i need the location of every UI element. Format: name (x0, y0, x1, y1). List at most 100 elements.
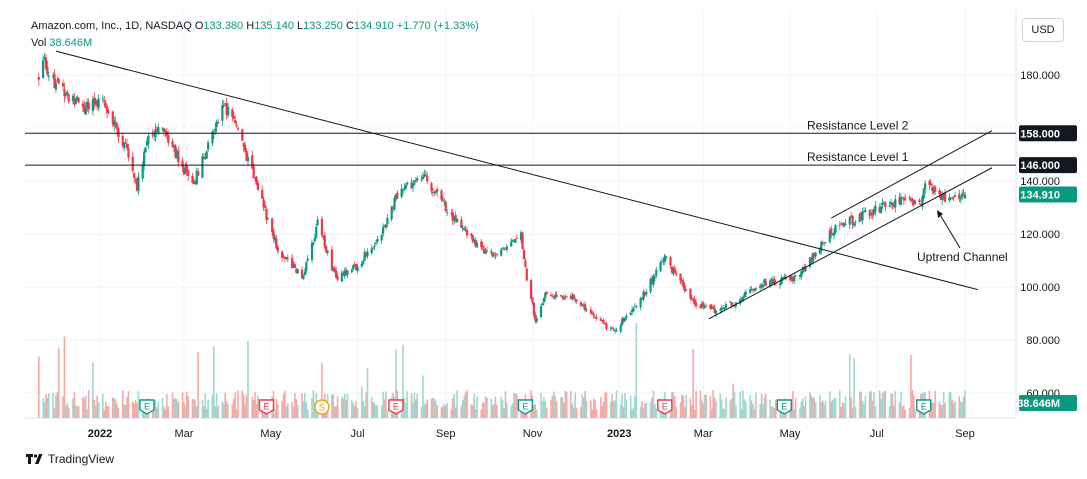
volume-bar (473, 393, 475, 418)
volume-bar (898, 402, 901, 418)
tradingview-brand[interactable]: TradingView (26, 452, 114, 466)
candle-body (57, 78, 60, 84)
volume-bar (177, 402, 180, 418)
candle-body (343, 270, 346, 277)
volume-bar (942, 391, 945, 418)
volume-bar (769, 399, 771, 418)
volume-bar (612, 401, 615, 418)
volume-bar (102, 393, 104, 418)
volume-bar (809, 391, 811, 418)
candle-body (613, 330, 617, 332)
volume-bar (500, 396, 503, 418)
volume-bar (121, 390, 124, 418)
volume-bar (932, 402, 935, 418)
volume-bar (740, 408, 743, 418)
volume-bar (962, 396, 965, 418)
time-axis[interactable]: 2022 Mar May Jul Sep Nov 2023 Mar May Jul Sep (88, 428, 975, 440)
candle-body (167, 135, 170, 143)
volume-bar (880, 398, 882, 418)
volume-bar (802, 398, 804, 418)
volume-bar (874, 406, 877, 418)
candle-body (323, 235, 326, 248)
volume-bar (575, 407, 578, 418)
volume-bar (383, 399, 386, 418)
candle-body (211, 131, 214, 144)
candle-body (271, 218, 274, 232)
volume-bar (861, 400, 864, 418)
candle-body (904, 198, 907, 200)
candle-body (949, 197, 952, 199)
candle-body (919, 204, 922, 205)
candle-body (66, 91, 69, 95)
candle-body (601, 320, 604, 322)
volume-bar (749, 395, 751, 418)
volume-bar (112, 397, 114, 418)
candle-body (181, 160, 184, 168)
volume-bar (75, 404, 77, 418)
candle-body (640, 297, 644, 300)
volume-bar (891, 393, 894, 418)
candle-body (605, 323, 608, 329)
candle-body (41, 60, 45, 79)
candle-body (364, 252, 368, 256)
volume-bar (106, 405, 108, 418)
candle-body (544, 292, 547, 299)
volume-bar (813, 397, 815, 418)
volume-bar (954, 401, 956, 418)
volume-bar (45, 394, 47, 418)
candle-body (879, 206, 883, 213)
candle-body (581, 304, 584, 306)
candle-body (723, 308, 726, 309)
volume-bar (194, 400, 197, 418)
volume-bar (878, 390, 881, 418)
volume-bar (151, 406, 154, 418)
volume-bar (305, 402, 308, 418)
volume-bar (461, 400, 464, 418)
volume-bar (242, 394, 245, 418)
volume-bar (442, 406, 444, 418)
candle-body (157, 127, 160, 134)
volume-bar (56, 392, 59, 418)
volume-bar (166, 394, 168, 418)
price-axis[interactable]: 180.000140.000120.000100.00080.00060.000… (1017, 10, 1087, 418)
candle-body (502, 248, 506, 250)
volume-bar (386, 409, 389, 418)
candle-body (888, 205, 891, 207)
candle-body (310, 242, 314, 260)
candle-body (272, 231, 275, 239)
volume-bar (372, 401, 374, 418)
candle-body (403, 187, 406, 190)
event-letter: E (393, 402, 399, 412)
candle-body (759, 285, 762, 288)
candle-body (423, 174, 426, 178)
candle-body (273, 237, 277, 241)
volume-bar (62, 396, 64, 418)
volume-bar (841, 402, 844, 418)
candle-body (771, 279, 775, 284)
volume-bar (506, 402, 508, 418)
volume-bar (471, 404, 474, 418)
candle-body (665, 256, 668, 258)
volume-bar (949, 392, 952, 418)
candle-body (286, 258, 289, 260)
candle-body (384, 224, 388, 228)
candle-body (928, 181, 931, 185)
candle-body (322, 235, 325, 237)
volume-bar (592, 398, 595, 418)
volume-bar (167, 406, 170, 418)
volume-bar (800, 401, 803, 418)
volume-bar (92, 362, 94, 418)
high-label: H (246, 20, 255, 32)
volume-bar (191, 399, 194, 418)
volume-bar (65, 405, 67, 418)
volume-axis-label: 38.646M (1017, 398, 1060, 410)
volume-bar (703, 394, 706, 418)
currency-button[interactable]: USD (1022, 18, 1064, 42)
volume-bar (903, 405, 905, 418)
volume-bar (464, 392, 467, 418)
candle-body (194, 182, 197, 184)
volume-bar (540, 392, 542, 418)
candle-body (670, 266, 674, 273)
candle-body (902, 197, 905, 201)
